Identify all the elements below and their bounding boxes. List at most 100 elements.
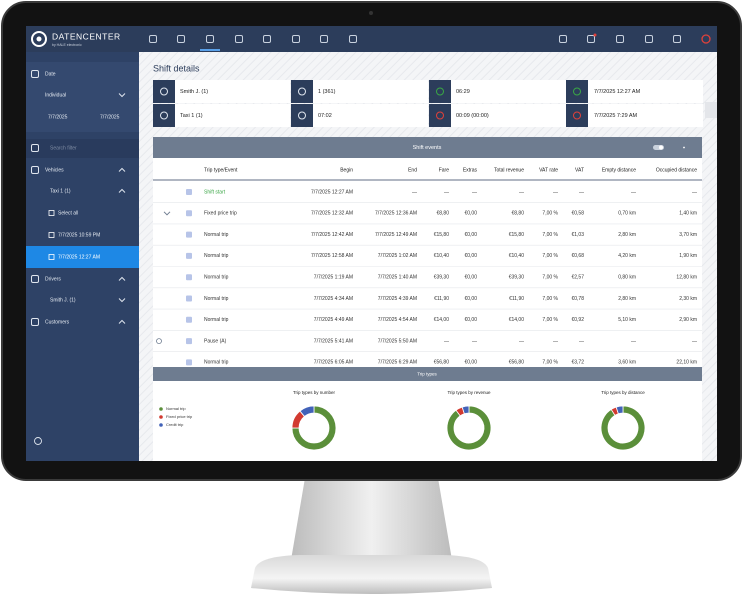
table-cell: 7,00 %: [542, 253, 558, 259]
summary-icon: [573, 111, 581, 120]
table-cell: —: [631, 338, 636, 344]
table-cell: 7/7/2025 12:49 AM: [375, 232, 417, 238]
summary-value: 1 (361): [318, 89, 336, 95]
summary-cell: [588, 80, 703, 103]
icon[interactable]: [177, 35, 185, 43]
summary-cell: [175, 80, 290, 103]
summary-value: Taxi 1 (1): [180, 113, 203, 119]
table-cell: Shift start: [204, 189, 226, 195]
event-icon: [186, 210, 192, 217]
table-cell: 7,00 %: [542, 232, 558, 238]
column-header: Begin: [340, 167, 353, 173]
vehicles-label: Vehicles: [45, 167, 64, 173]
table-cell: —: [579, 338, 584, 344]
legend-swatch: [159, 415, 163, 419]
summary-icon: [160, 111, 168, 120]
menu-dots[interactable]: [683, 146, 685, 149]
summary-icon: [160, 87, 168, 96]
icon[interactable]: [31, 275, 39, 283]
icon[interactable]: [31, 70, 39, 78]
table-cell: 7/7/2025 4:54 AM: [378, 317, 417, 323]
trip-types-title: Trip types: [417, 372, 437, 377]
event-icon: [186, 252, 192, 259]
event-icon: [186, 189, 192, 195]
icon[interactable]: [320, 35, 328, 43]
event-icon: [186, 274, 192, 281]
table-cell: 3,70 km: [679, 232, 697, 238]
chart-title: Trip types by distance: [601, 390, 645, 395]
table-cell: €39,30: [434, 275, 450, 281]
icon[interactable]: [31, 144, 39, 152]
table-cell: 7,00 %: [542, 317, 558, 323]
event-icon: [186, 359, 192, 366]
logo-mark: [31, 31, 47, 47]
tagline: by HALE electronic: [52, 43, 82, 47]
collapse-sidebar[interactable]: [34, 437, 42, 445]
icon[interactable]: [673, 35, 681, 43]
expand-icon[interactable]: [118, 298, 126, 303]
donut-segment: [615, 405, 624, 415]
collapse-icon[interactable]: [118, 167, 126, 172]
table-cell: 2,90 km: [679, 317, 697, 323]
table-cell: —: [444, 338, 449, 344]
table-cell: Normal trip: [204, 232, 229, 238]
table-cell: €11,90: [509, 296, 524, 302]
select-all: Select all: [58, 210, 78, 216]
icon[interactable]: [263, 35, 271, 43]
table-cell: 7,00 %: [542, 360, 558, 366]
date-label: Date: [45, 71, 56, 77]
icon[interactable]: [349, 35, 357, 43]
table-cell: Normal trip: [204, 360, 229, 366]
icon[interactable]: [31, 166, 39, 174]
summary-cell: [313, 80, 428, 103]
legend-swatch: [159, 407, 163, 411]
icon[interactable]: [292, 35, 300, 43]
icon[interactable]: [149, 35, 157, 43]
date-mode: Individual: [45, 92, 66, 98]
table-cell: —: [472, 338, 477, 344]
summary-icon: [573, 87, 581, 96]
table-cell: 7/7/2025 4:34 AM: [314, 296, 353, 302]
camera: [369, 11, 373, 15]
table-cell: 7/7/2025 12:42 AM: [311, 232, 353, 238]
table-cell: €15,80: [434, 232, 450, 238]
icon[interactable]: [587, 35, 595, 43]
table-cell: €0,00: [464, 253, 477, 259]
table-cell: 7/7/2025 1:19 AM: [314, 275, 353, 281]
icon[interactable]: [559, 35, 567, 43]
table-cell: 7/7/2025 4:39 AM: [378, 296, 417, 302]
donut-segment: [291, 405, 337, 451]
logo: DATENCENTER: [52, 31, 121, 41]
checkbox[interactable]: [48, 254, 55, 260]
expand-icon[interactable]: [163, 211, 171, 216]
date-from: 7/7/2025: [48, 114, 68, 120]
collapse-icon[interactable]: [118, 276, 126, 281]
column-header: Fare: [439, 167, 450, 173]
expand-icon[interactable]: [118, 93, 126, 98]
trip-types-panel: [153, 381, 702, 461]
icon[interactable]: [31, 318, 39, 326]
donut-segment: [461, 405, 470, 415]
table-cell: 7/7/2025 1:02 AM: [378, 253, 417, 259]
table-cell: 7,00 %: [542, 296, 558, 302]
vehicle: Taxi 1 (1): [50, 188, 71, 194]
table-cell: €14,00: [509, 317, 525, 323]
checkbox[interactable]: [48, 232, 55, 238]
donut-segment: [299, 405, 315, 418]
icon[interactable]: [645, 35, 653, 43]
collapse-icon[interactable]: [118, 188, 126, 193]
checkbox[interactable]: [48, 210, 55, 216]
column-header: VAT rate: [539, 167, 558, 173]
power-icon[interactable]: [701, 34, 711, 44]
table-cell: 0,70 km: [618, 211, 636, 217]
legend-label: Normal trip: [166, 406, 186, 411]
sidebar-date-panel: [26, 62, 139, 132]
icon[interactable]: [616, 35, 624, 43]
icon[interactable]: [235, 35, 243, 43]
table-cell: 7,00 %: [542, 275, 558, 281]
collapse-icon[interactable]: [118, 319, 126, 324]
table-cell: —: [553, 189, 558, 195]
icon[interactable]: [206, 35, 214, 43]
date-to: 7/7/2025: [100, 114, 120, 120]
